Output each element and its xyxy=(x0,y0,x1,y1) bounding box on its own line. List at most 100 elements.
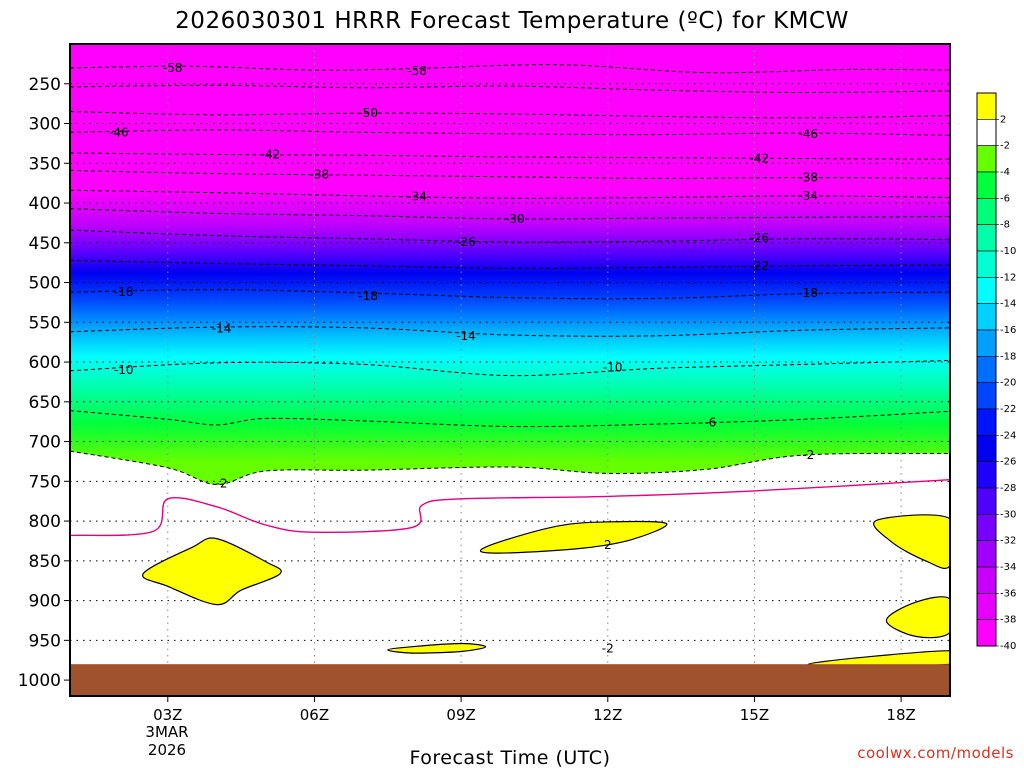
ground-layer xyxy=(70,664,950,696)
colorbar-label: -26 xyxy=(1000,457,1016,468)
colorbar-swatch xyxy=(976,92,997,120)
colorbar-label: -22 xyxy=(1000,404,1016,415)
plot-frame xyxy=(69,43,951,697)
colorbar-label: -12 xyxy=(1000,272,1016,283)
y-tick-label: 450 xyxy=(29,234,61,254)
y-tick-label: 300 xyxy=(29,115,61,135)
x-tick-label: 12Z xyxy=(593,706,622,724)
contour-label: -58 xyxy=(163,61,183,75)
contour-label: -30 xyxy=(505,212,525,226)
contour-label: -38 xyxy=(310,167,330,181)
colorbar-swatch xyxy=(976,119,997,146)
date-label-year: 2026 xyxy=(148,741,186,759)
colorbar-swatch xyxy=(976,593,997,620)
warm-area-1 xyxy=(387,642,487,654)
colorbar-label: -24 xyxy=(1000,430,1016,441)
colorbar-swatch xyxy=(976,303,997,331)
y-tick-label: 750 xyxy=(29,472,61,492)
y-tick-label: 350 xyxy=(29,154,61,174)
contour-label: -34 xyxy=(798,189,818,203)
cold-air-fill xyxy=(70,44,950,485)
colorbar-swatch xyxy=(976,224,997,252)
colorbar-label: -8 xyxy=(1000,220,1010,231)
colorbar-swatch xyxy=(976,619,997,647)
colorbar-frame xyxy=(976,92,997,647)
colorbar-label: -2 xyxy=(1000,141,1010,152)
colorbar-label: 2 xyxy=(1000,114,1006,125)
y-tick-label: 650 xyxy=(29,393,61,413)
y-tick-label: 400 xyxy=(29,194,61,214)
colorbar-label: -10 xyxy=(1000,246,1016,257)
date-label-day: 3MAR xyxy=(145,723,188,741)
warm-areas xyxy=(142,514,950,667)
contour-label: -14 xyxy=(212,322,232,336)
warm-area-0 xyxy=(142,537,282,606)
x-tick-label: 18Z xyxy=(886,706,915,724)
colorbar-swatch xyxy=(976,514,997,541)
y-axis: 250 300 350 400 450 500 550 600 650 700 750 800 850 9… xyxy=(18,75,70,691)
contour-label: -18 xyxy=(358,289,378,303)
colorbar-swatch xyxy=(976,487,997,515)
colorbar-label: -4 xyxy=(1000,167,1010,178)
x-tick-label: 06Z xyxy=(300,706,329,724)
credit-link[interactable]: coolwx.com/models xyxy=(857,744,1014,762)
y-tick-label: 850 xyxy=(29,552,61,572)
isotherm--58 xyxy=(70,64,950,74)
colorbar-swatch xyxy=(976,382,997,410)
x-tick-label: 09Z xyxy=(446,706,475,724)
x-tick-label: 15Z xyxy=(740,706,769,724)
colorbar-label: -34 xyxy=(1000,562,1016,573)
colorbar-label: -38 xyxy=(1000,615,1016,626)
warm-area-4 xyxy=(885,596,950,639)
x-tick-label: 03Z xyxy=(153,706,182,724)
contour-label: -42 xyxy=(261,148,281,162)
colorbar: 2 -2 -4 -6 -8 -10 -12 -14 -16 -18 -20 -22 -24 -26 -28 -… xyxy=(976,92,1016,652)
y-tick-label: 250 xyxy=(29,75,61,95)
freezing-line xyxy=(70,479,950,537)
contour-label: -42 xyxy=(750,151,770,165)
colorbar-swatch xyxy=(976,198,997,225)
contour-labels: -58 -58 -50 -46 -46 -42 -42 -38 -38 -34 -34 -30 -26 -… xyxy=(109,61,818,655)
colorbar-swatch xyxy=(976,540,997,568)
colorbar-label: -28 xyxy=(1000,483,1016,494)
contour-label: -2 xyxy=(602,641,614,655)
colorbar-swatch xyxy=(976,566,997,594)
colorbar-label: -40 xyxy=(1000,641,1016,652)
colorbar-swatch xyxy=(976,435,997,462)
colorbar-swatch xyxy=(976,329,997,357)
contour-label: -34 xyxy=(407,190,427,204)
y-tick-label: 900 xyxy=(29,592,61,612)
colorbar-swatch xyxy=(976,171,997,199)
contour-label: -26 xyxy=(750,231,770,245)
colorbar-label: -16 xyxy=(1000,325,1016,336)
y-tick-label: 950 xyxy=(29,631,61,651)
warm-area-2 xyxy=(479,520,668,554)
warm-area-3 xyxy=(873,514,950,569)
grid-lines xyxy=(70,44,950,696)
contour-label: -14 xyxy=(456,329,476,343)
y-tick-label: 800 xyxy=(29,512,61,532)
plot-area: -58 -58 -50 -46 -46 -42 -42 -38 -38 -34 -34 -30 -26 -… xyxy=(70,44,950,696)
contour-label: 2 xyxy=(604,538,612,552)
contour-label: -2 xyxy=(216,477,228,491)
y-tick-label: 600 xyxy=(29,353,61,373)
colorbar-swatch xyxy=(976,408,997,436)
contour-label: -50 xyxy=(358,106,378,120)
isotherm-lines xyxy=(70,64,950,486)
contour-label: -26 xyxy=(456,235,476,249)
contour-label: -22 xyxy=(750,259,770,273)
contour-label: -2 xyxy=(802,448,814,462)
x-axis: 03Z 06Z 09Z 12Z 15Z 18Z xyxy=(153,696,916,724)
colorbar-swatch xyxy=(976,277,997,304)
colorbar-label: -18 xyxy=(1000,351,1016,362)
contour-label: -38 xyxy=(798,171,818,185)
isotherm--6 xyxy=(70,410,950,428)
y-tick-label: 1000 xyxy=(18,671,61,691)
colorbar-swatch xyxy=(976,356,997,383)
isotherm--2 xyxy=(70,450,950,486)
x-axis-label: Forecast Time (UTC) xyxy=(410,747,611,768)
contour-label: -18 xyxy=(114,285,134,299)
colorbar-label: -6 xyxy=(1000,193,1010,204)
y-tick-label: 550 xyxy=(29,313,61,333)
